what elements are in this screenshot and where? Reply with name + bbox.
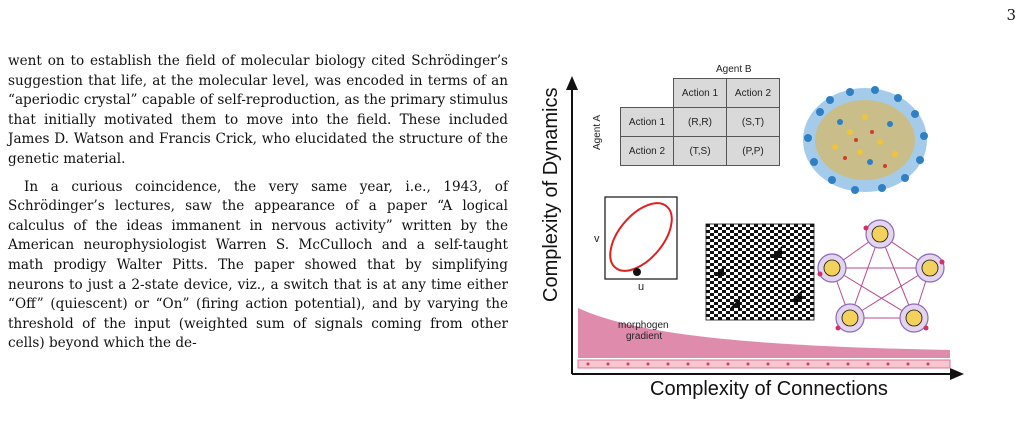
payoff-row-2: Action 2 [620, 136, 674, 166]
x-axis-arrow-icon [950, 368, 964, 380]
phase-v-label: v [594, 233, 600, 245]
oscillator-network [817, 219, 945, 333]
payoff-cell-12: (S,T) [726, 107, 780, 137]
page-number: 3 [1006, 6, 1016, 24]
paragraph-2: In a curious coincidence, the very same … [8, 178, 508, 352]
payoff-cell-21: (T,S) [673, 136, 727, 166]
complexity-figure: v u [530, 62, 970, 447]
payoff-col-2: Action 2 [726, 78, 780, 108]
phase-portrait: v u [594, 196, 678, 293]
figure-graphics: v u [566, 76, 964, 380]
y-axis-label: Complexity of Dynamics [540, 87, 562, 302]
cellular-automaton-image [705, 223, 815, 321]
axes [566, 76, 964, 380]
morphogen-gradient: morphogen gradient [577, 308, 951, 369]
body-text-column: went on to establish the field of molecu… [8, 52, 508, 354]
agent-a-label: Agent A [592, 114, 603, 150]
phase-u-label: u [638, 281, 644, 293]
payoff-row-1: Action 1 [620, 107, 674, 137]
agent-b-label: Agent B [716, 64, 752, 75]
y-axis-arrow-icon [566, 76, 578, 90]
x-axis-label: Complexity of Connections [650, 378, 888, 400]
protein-network-image [803, 86, 928, 194]
morphogen-label-1: morphogen [618, 320, 669, 331]
paragraph-1: went on to establish the field of molecu… [8, 53, 508, 167]
payoff-col-1: Action 1 [673, 78, 727, 108]
morphogen-label-2: gradient [626, 331, 662, 342]
payoff-matrix: Action 1 Action 2 Action 1 (R,R) (S,T) A… [620, 78, 780, 166]
payoff-cell-11: (R,R) [673, 107, 727, 137]
payoff-cell-22: (P,P) [726, 136, 780, 166]
